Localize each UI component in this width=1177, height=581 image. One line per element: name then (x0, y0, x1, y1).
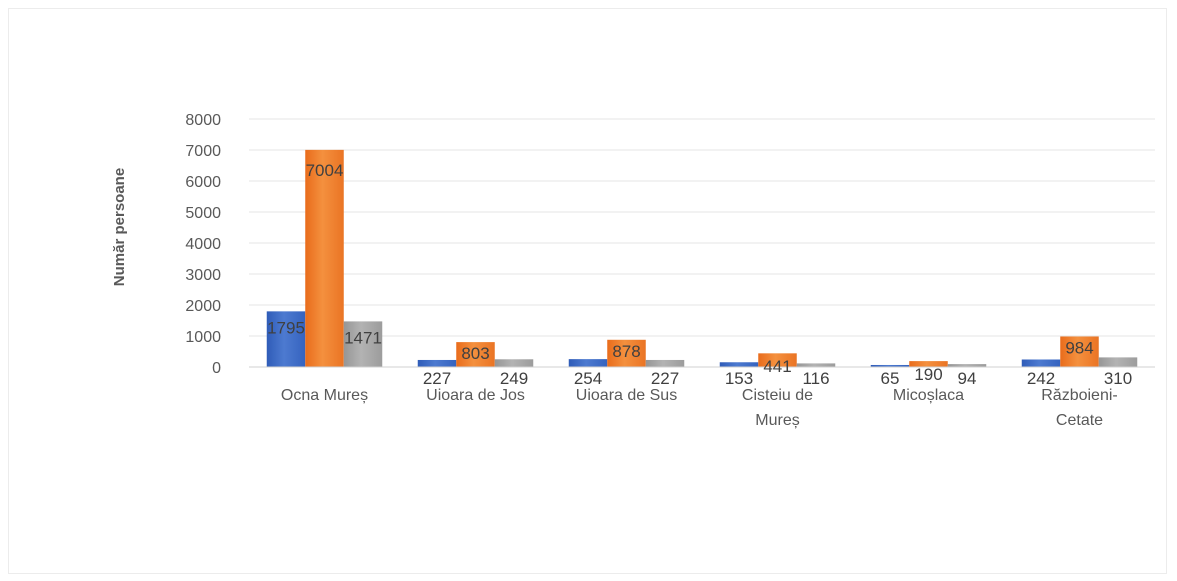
data-label: 7004 (306, 161, 344, 180)
bar (947, 364, 987, 367)
x-tick-label: Cetate (1056, 412, 1103, 429)
bar (758, 353, 797, 367)
y-axis-title: Număr persoane (111, 168, 128, 286)
x-tick-label: Războieni- (1041, 387, 1117, 404)
x-tick-label: Uioara de Jos (426, 387, 525, 404)
bar (266, 311, 306, 367)
data-label: 65 (881, 369, 900, 388)
y-tick-label: 5000 (185, 205, 221, 222)
bar (870, 364, 910, 367)
data-label: 94 (958, 369, 977, 388)
x-tick-label: Micoșlaca (893, 387, 964, 404)
bar (1098, 357, 1138, 367)
data-label: 441 (763, 357, 791, 376)
data-label: 227 (651, 369, 679, 388)
x-tick-label: Mureș (755, 412, 799, 429)
bar (645, 359, 685, 367)
data-label: 116 (802, 369, 829, 388)
bar (1021, 359, 1061, 367)
data-label: 249 (500, 369, 528, 388)
bar (456, 342, 495, 367)
x-tick-label: Ocna Mureș (281, 387, 368, 404)
data-label: 878 (612, 342, 640, 361)
x-tick-label: Uioara de Sus (576, 387, 677, 404)
y-tick-label: 7000 (185, 143, 221, 160)
bar (568, 359, 608, 367)
bar (417, 359, 457, 367)
data-label: 310 (1104, 369, 1132, 388)
bar (343, 321, 383, 367)
y-tick-label: 4000 (185, 236, 221, 253)
bar (494, 359, 534, 367)
x-axis-categories: Ocna Mureș Uioara de Jos Uioara de Sus Cist… (281, 387, 1118, 429)
bar (719, 362, 759, 367)
data-label: 803 (461, 344, 489, 363)
data-label: 227 (423, 369, 451, 388)
data-label: 1471 (344, 328, 382, 347)
bar (607, 339, 646, 367)
data-label: 190 (914, 365, 942, 384)
bar-chart: 0 1000 2000 3000 4000 5000 6000 7000 8000 1795 70… (111, 112, 1155, 429)
x-tick-label: Cisteiu de (742, 387, 813, 404)
y-tick-label: 1000 (185, 329, 221, 346)
y-tick-label: 8000 (185, 112, 221, 129)
y-tick-label: 6000 (185, 174, 221, 191)
y-tick-label: 0 (212, 360, 221, 377)
chart-frame: 0 1000 2000 3000 4000 5000 6000 7000 8000 1795 70… (8, 8, 1167, 574)
y-axis-ticks: 0 1000 2000 3000 4000 5000 6000 7000 8000 (185, 112, 221, 377)
y-tick-label: 2000 (185, 298, 221, 315)
bar (796, 363, 836, 367)
gridlines (249, 118, 1155, 337)
data-label: 1795 (267, 318, 305, 337)
data-label: 153 (725, 369, 753, 388)
bar (1060, 336, 1099, 367)
data-label: 254 (574, 369, 602, 388)
bars (266, 149, 1138, 367)
data-label: 984 (1065, 338, 1093, 357)
y-tick-label: 3000 (185, 267, 221, 284)
bar (909, 361, 948, 367)
data-label: 242 (1027, 369, 1055, 388)
data-labels: 1795 7004 1471 227 803 249 254 878 227 153 441 116 6… (267, 161, 1132, 388)
bar (305, 149, 344, 367)
